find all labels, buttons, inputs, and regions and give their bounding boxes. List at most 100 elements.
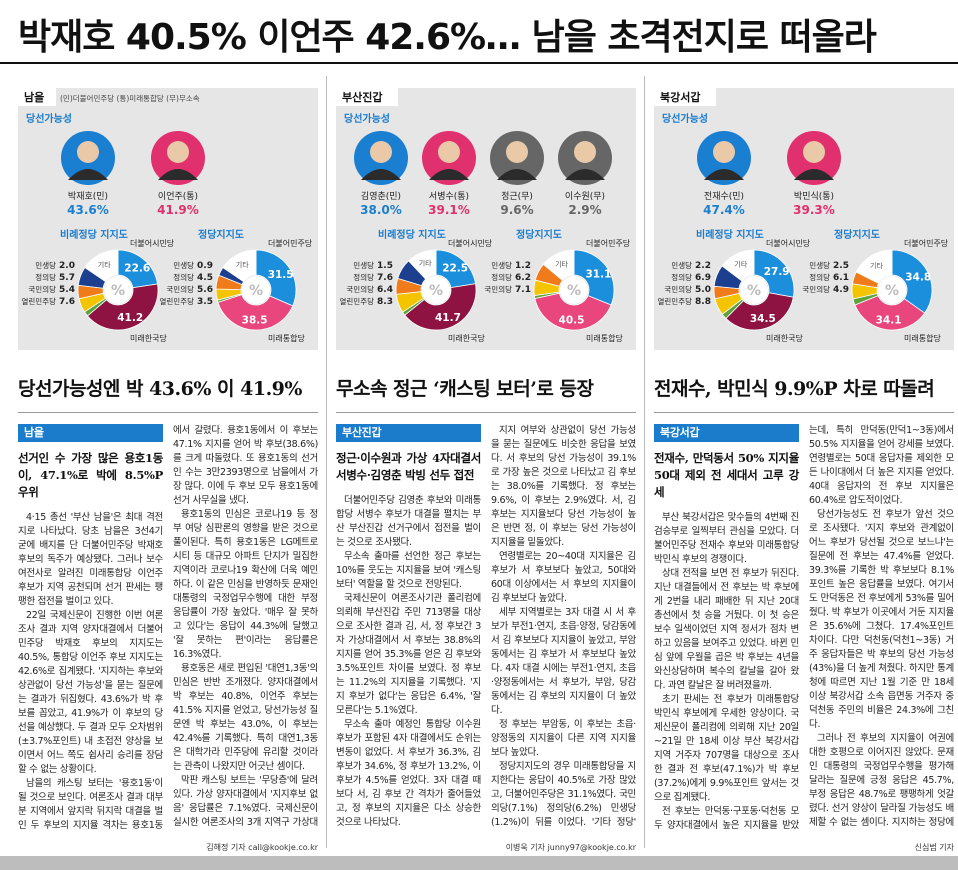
segment-name: 국민의당 (346, 284, 374, 294)
segment-value: 31.1 (585, 268, 611, 280)
candidate-suit (794, 169, 834, 180)
candidate-name: 정근(무) (501, 191, 533, 202)
segment-name: 국민의당 (802, 284, 830, 294)
candidate-suit (361, 169, 401, 180)
paragraph: 무소속 출마 예정인 통합당 이수원 후보가 포함된 4자 대결에서도 순위는 … (336, 719, 481, 828)
segment-name: 기타 (555, 259, 568, 268)
article: 북강서갑 전재수, 만덕동서 50% 지지율 50대 제외 전 세대서 고루 강세… (654, 424, 954, 840)
candidate-face (438, 141, 460, 163)
byline: 이병욱 기자 junny97@kookje.co.kr (505, 843, 636, 852)
segment-name: 열린민주당 (22, 296, 57, 306)
donut-segment (84, 249, 119, 283)
segment-value: 22.5 (442, 263, 468, 275)
paragraph: 정 후보는 부암동, 이 후보는 초읍·양정동의 지지율이 다른 지역 지지율보… (491, 719, 636, 758)
win-label: 당선가능성 (26, 112, 72, 125)
segment-value: 6.4 (377, 285, 393, 295)
candidate-suit (158, 169, 198, 180)
segment-name: 국민의당 (28, 284, 56, 294)
donut-center: % (567, 283, 581, 299)
segment-value: 7.6 (377, 273, 393, 283)
donut-segment (534, 292, 612, 331)
donut-center: % (747, 283, 761, 299)
segment-name: 기타 (870, 261, 883, 270)
candidate-value: 41.9% (157, 203, 199, 217)
candidate-suit (497, 169, 537, 180)
donut-title: 정당지지도 (834, 228, 880, 241)
candidate-value: 43.6% (67, 203, 109, 217)
segment-name: 민생당 (353, 260, 374, 270)
candidate-value: 9.6% (500, 203, 533, 217)
paragraph: 더불어민주당 김영춘 후보와 미래통합당 서병수 후보가 대결을 펼치는 부산 … (336, 495, 481, 548)
donut-title: 정당지지도 (198, 228, 244, 241)
segment-value: 8.3 (377, 297, 393, 307)
segment-value: 5.6 (197, 285, 213, 295)
segment-name: 국민의당 (664, 284, 692, 294)
segment-name: 정의당 (353, 272, 374, 282)
candidate-value: 38.0% (360, 203, 402, 217)
footer-bar (0, 856, 958, 870)
segment-name: 더불어민주당 (586, 238, 631, 248)
segment-name: 민생당 (491, 260, 512, 270)
candidate-name: 전재수(민) (704, 191, 744, 202)
segment-name: 민생당 (35, 260, 56, 270)
segment-value: 27.9 (764, 266, 790, 278)
donut-segment (408, 249, 437, 280)
segment-value: 1.5 (377, 261, 393, 271)
segment-name: 열린민주당 (160, 296, 195, 306)
segment-name: 미래통합당 (586, 333, 623, 343)
segment-name: 미래한국당 (448, 333, 485, 343)
segment-value: 38.5 (242, 314, 268, 326)
segment-value: 5.4 (59, 285, 75, 295)
segment-name: 기타 (734, 260, 747, 269)
article: 남을 선거인 수 가장 많은 용호1동이, 47.1%로 박에 8.5%P 우위 4… (18, 424, 318, 840)
segment-value: 4.5 (197, 273, 213, 283)
segment-name: 더불어시민당 (766, 238, 811, 248)
article: 부산진갑 정근·이수원과 가상 4자대결서 서병수·김영춘 박빙 선두 접전 더불어… (336, 424, 636, 840)
segment-name: 정의당 (671, 272, 692, 282)
segment-value: 34.8 (905, 271, 931, 283)
paragraph: 남을의 캐스팅 보터는 '용호1동'이 될 것으로 보인다. 여론조사 결과 대… (18, 425, 318, 831)
segment-name: 더불어시민당 (130, 238, 175, 248)
column-divider (326, 76, 327, 848)
segment-name: 열린민주당 (658, 296, 693, 306)
segment-value: 3.5 (197, 297, 213, 307)
donut-center: % (885, 283, 899, 299)
segment-name: 미래통합당 (268, 333, 305, 343)
donut-segment (404, 283, 477, 331)
candidate-face (574, 141, 596, 163)
segment-name: 미래한국당 (766, 333, 803, 343)
subheadline: 전재수, 박민식 9.9%P 차로 따돌려 (654, 378, 935, 400)
donut-hole (740, 276, 768, 304)
candidate-name: 이언주(통) (158, 190, 198, 202)
donut-segment (222, 249, 257, 283)
donut-segment (854, 295, 926, 331)
donut-hole (422, 276, 450, 304)
donut-center: % (111, 283, 125, 299)
candidate-name: 서병수(통) (429, 191, 469, 202)
segment-name: 미래통합당 (904, 333, 941, 343)
paragraph: 초기 판세는 전 후보가 미래통합당 박민식 후보에게 우세한 양상이다. 국제… (654, 694, 799, 803)
donut-hole (878, 276, 906, 304)
segment-value: 6.2 (515, 273, 531, 283)
lead: 전재수, 만덕동서 50% 지지율 50대 제외 전 세대서 고루 강세 (654, 451, 799, 499)
donut-segment (86, 283, 159, 331)
sub-rule (336, 412, 636, 413)
segment-name: 국민의당 (166, 284, 194, 294)
donut-segment (891, 249, 933, 314)
candidate-value: 39.3% (793, 203, 835, 217)
region: 부산진갑 (342, 90, 382, 104)
paragraph: 세부 지역별로는 3자 대결 시 서 후보가 부전1·연지, 초읍·양정, 당감… (491, 607, 636, 716)
region-tab (18, 88, 56, 106)
segment-value: 5.0 (695, 285, 711, 295)
segment-name: 정의당 (491, 272, 512, 282)
donut-title: 비례정당 지지도 (60, 228, 128, 241)
candidate-name: 박재호(민) (68, 191, 108, 202)
segment-value: 41.7 (435, 312, 461, 324)
graphic-box: 북강서갑 당선가능성 전재수(민) 47.4% 박민식(통) 39.3% 비례정당 지지도 2… (654, 88, 954, 350)
paragraph: 용호동은 새로 편입된 '대연1,3동'의 민심은 반반 조개졌다. 양자대결에… (173, 663, 318, 772)
segment-value: 40.5 (559, 314, 585, 326)
subheadline: 당선가능성엔 박 43.6% 이 41.9% (18, 378, 302, 400)
paragraph: 상대 전적을 보면 전 후보가 뒤진다. 지난 대결들에서 전 후보는 박 후보… (654, 568, 799, 691)
segment-value: 1.2 (515, 261, 531, 271)
